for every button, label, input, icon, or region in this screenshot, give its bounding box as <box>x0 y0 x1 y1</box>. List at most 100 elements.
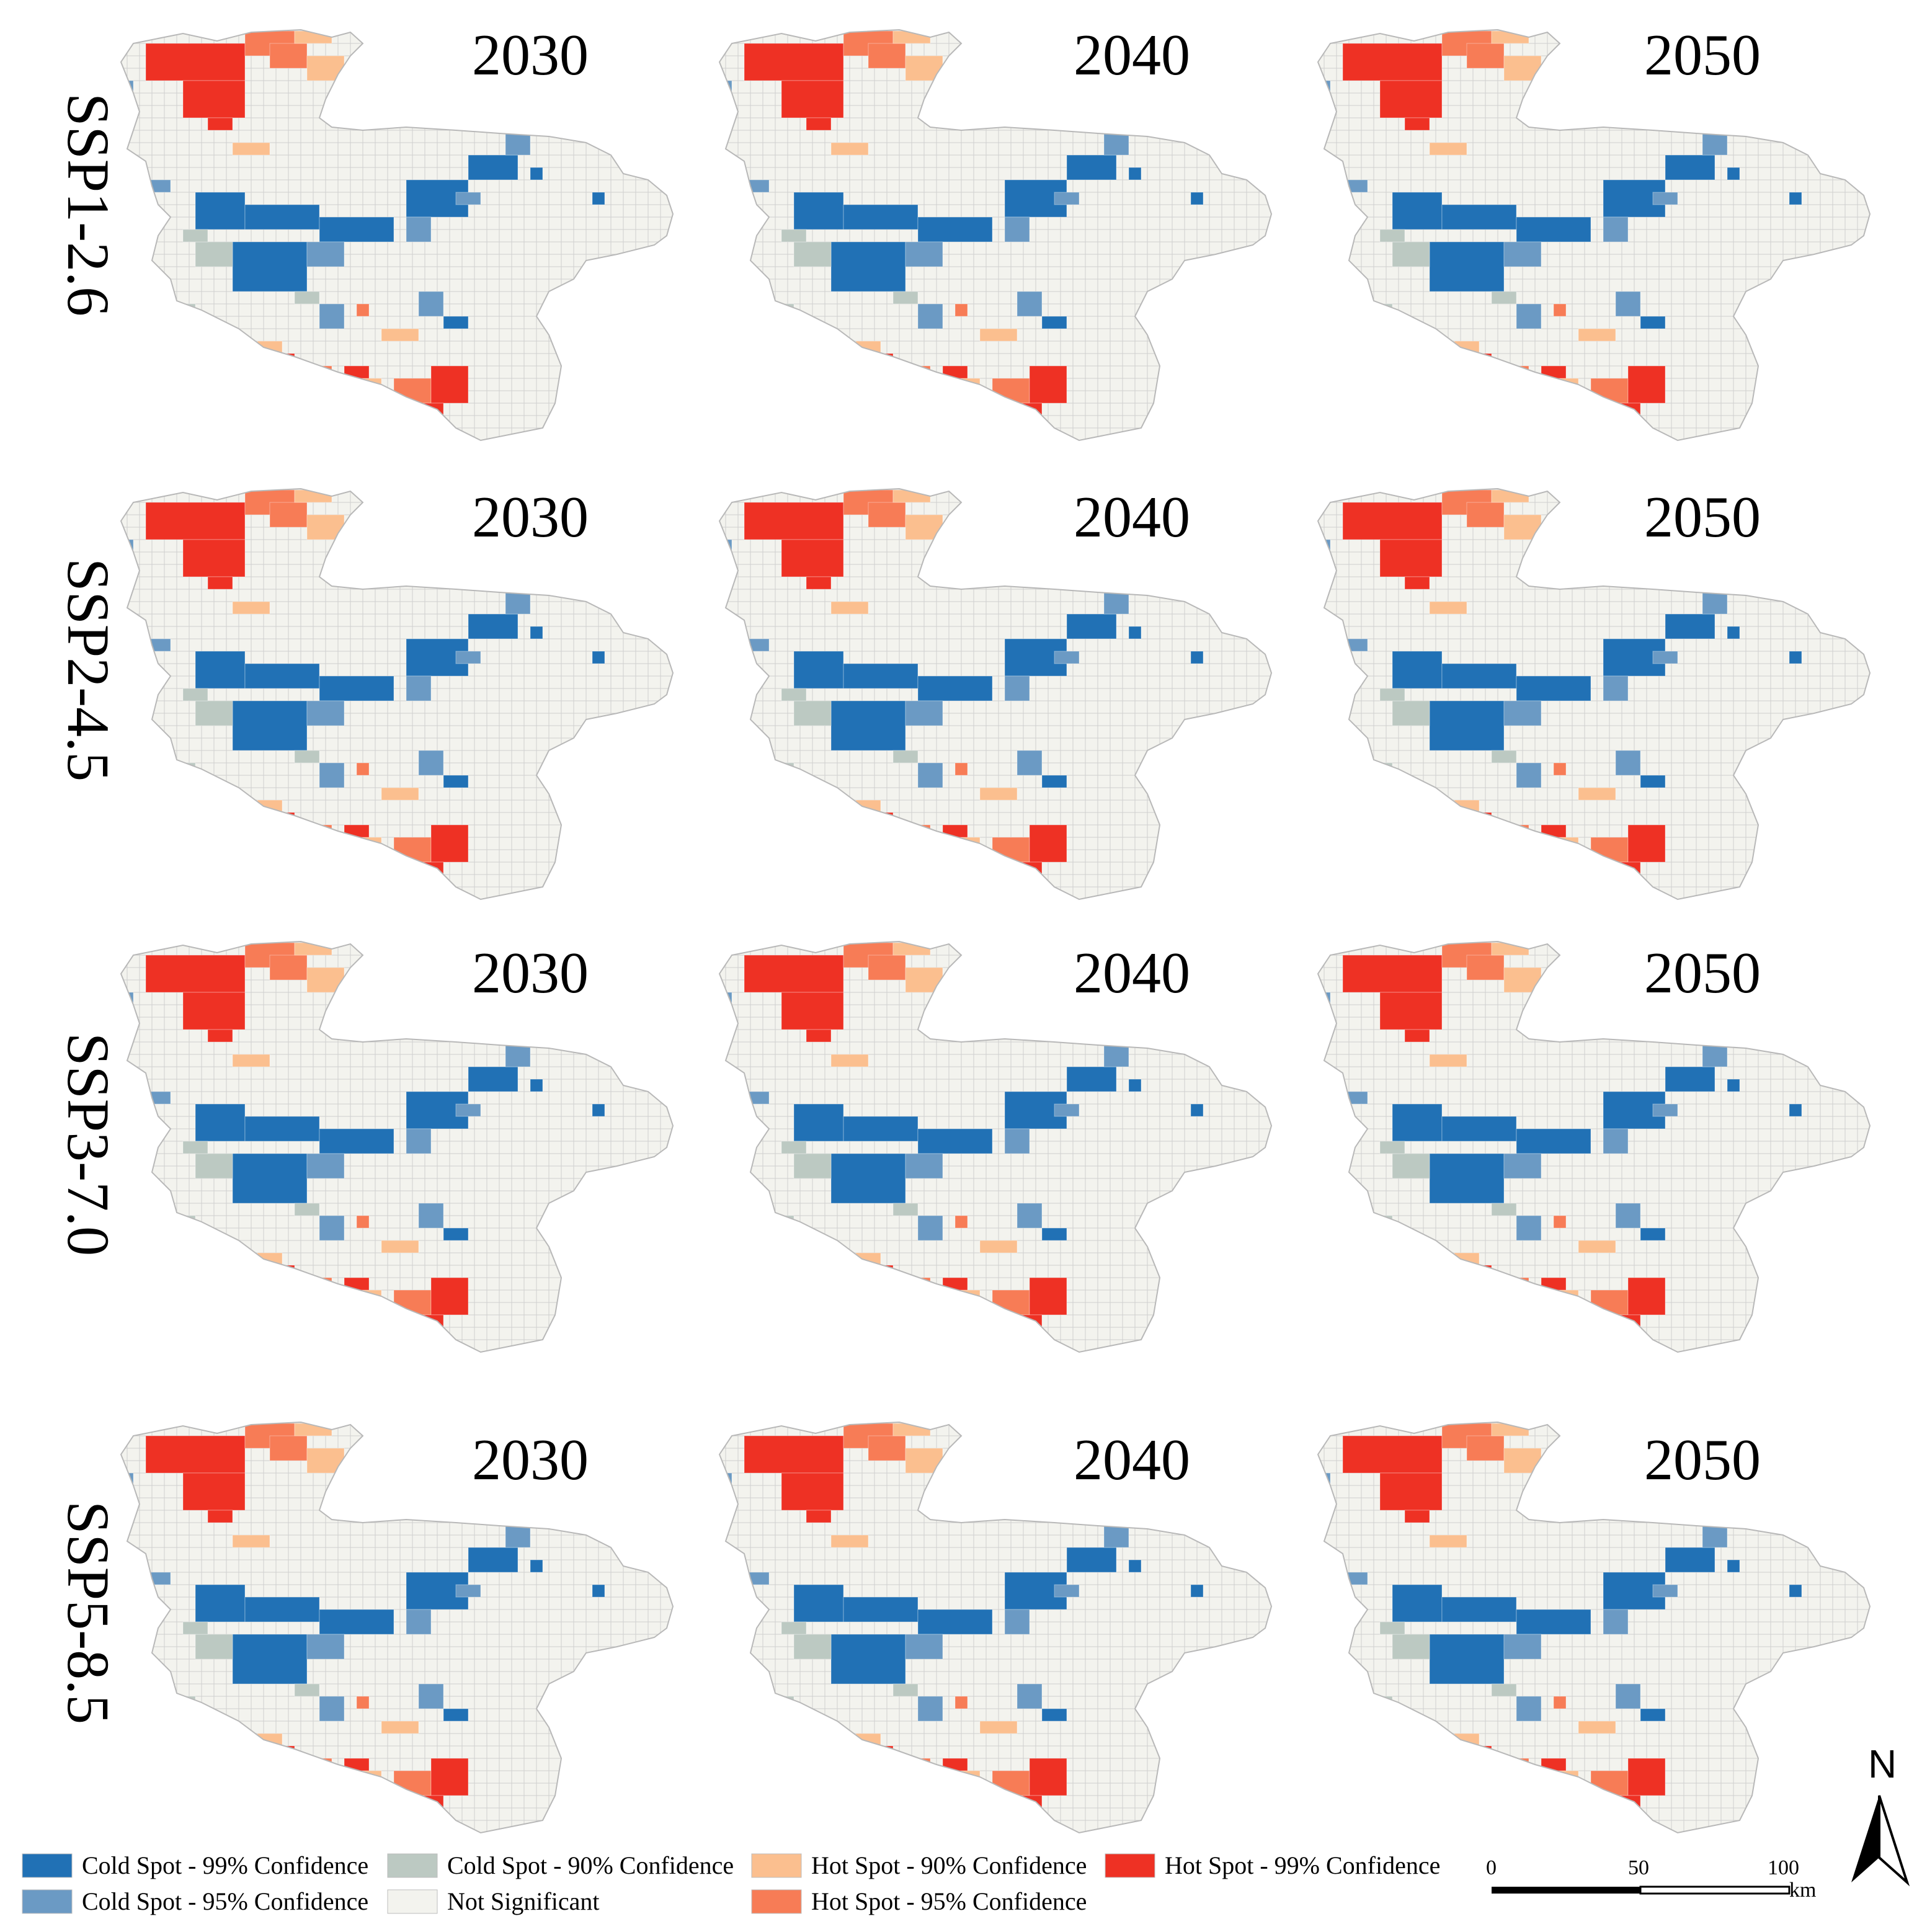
hotspot-cell <box>1541 1277 1567 1291</box>
hotspot-cell <box>1503 1153 1542 1179</box>
legend-label: Cold Spot - 95% Confidence <box>82 1887 368 1915</box>
hotspot-cell <box>1429 1153 1505 1204</box>
hotspot-cell <box>145 1435 246 1474</box>
hotspot-cell <box>781 539 844 577</box>
hotspot-cell <box>905 700 943 726</box>
hotspot-cell <box>232 1634 308 1685</box>
hotspot-cell <box>793 192 844 230</box>
hotspot-cell <box>744 43 844 81</box>
hotspot-cell <box>1355 1733 1368 1747</box>
hotspot-cell <box>306 1634 345 1660</box>
map-panel <box>1317 29 1871 442</box>
hotspot-cell <box>744 502 844 540</box>
hotspot-cell <box>1004 675 1030 701</box>
hotspot-cell <box>232 1265 295 1278</box>
hotspot-cell <box>443 775 469 788</box>
hotspot-cell <box>1342 502 1443 540</box>
hotspot-cell <box>306 55 345 81</box>
hotspot-cell <box>145 638 171 652</box>
hotspot-cell <box>1652 651 1678 664</box>
hotspot-cell <box>592 651 605 664</box>
hotspot-cell <box>145 955 246 993</box>
hotspot-cell <box>1041 316 1067 329</box>
hotspot-cell <box>195 241 233 267</box>
hotspot-cell <box>793 1153 832 1179</box>
hotspot-cell <box>917 1609 993 1635</box>
year-label: 2050 <box>1644 485 1761 550</box>
hotspot-cell <box>1392 1634 1430 1660</box>
hotspot-cell <box>1503 514 1542 540</box>
hotspot-cell <box>443 316 469 329</box>
hotspot-cell <box>294 1683 320 1697</box>
hotspot-cell <box>1404 117 1430 131</box>
hotspot-cell <box>1017 750 1043 776</box>
hotspot-cell <box>868 43 906 69</box>
hotspot-cell <box>182 1472 246 1511</box>
scale-unit: km <box>1789 1879 1816 1902</box>
hotspot-cell <box>1355 799 1368 813</box>
hotspot-cell <box>418 291 444 317</box>
hotspot-cell <box>1541 1758 1567 1771</box>
year-label: 2040 <box>1074 23 1190 87</box>
hotspot-cell <box>830 142 869 156</box>
hotspot-cell <box>232 1745 295 1759</box>
hotspot-cell <box>1379 1472 1443 1511</box>
hotspot-cell <box>1128 167 1142 180</box>
hotspot-cell <box>1615 750 1641 776</box>
hotspot-cell <box>744 638 770 652</box>
scale-tick-50: 50 <box>1628 1856 1649 1879</box>
hotspot-cell <box>530 626 543 639</box>
year-label: 2030 <box>472 23 589 87</box>
hotspot-cell <box>1429 1265 1492 1278</box>
hotspot-cell <box>269 955 308 981</box>
hotspot-cell <box>793 1103 844 1142</box>
hotspot-cell <box>1727 1559 1740 1573</box>
hotspot-cell <box>1652 1584 1678 1598</box>
hotspot-cell <box>1342 955 1443 993</box>
hotspot-cell <box>195 1103 246 1142</box>
hotspot-cell <box>418 750 444 776</box>
map-panel <box>120 940 674 1353</box>
scenario-label: SSP2-4.5 <box>55 558 122 781</box>
hotspot-cell <box>1379 688 1405 701</box>
year-label: 2040 <box>1074 1428 1190 1492</box>
hotspot-cell <box>455 1103 481 1117</box>
hotspot-cell <box>1516 1609 1591 1635</box>
hotspot-cell <box>1379 1141 1405 1154</box>
hotspot-cell <box>744 955 844 993</box>
hotspot-cell <box>356 1696 370 1709</box>
hotspot-cell <box>294 1203 320 1216</box>
hotspot-cell <box>1392 651 1443 689</box>
hotspot-cell <box>232 601 270 615</box>
hotspot-cell <box>195 1634 233 1660</box>
hotspot-cell <box>793 1252 844 1266</box>
hotspot-cell <box>781 992 844 1030</box>
hotspot-cell <box>1429 241 1505 292</box>
hotspot-cell <box>356 1215 370 1229</box>
north-arrow: N <box>1851 1742 1910 1887</box>
hotspot-cell <box>145 1091 171 1105</box>
hotspot-cell <box>1041 1227 1067 1241</box>
hotspot-cell <box>455 192 481 205</box>
hotspot-cell <box>744 1435 844 1474</box>
hotspot-cell <box>1429 812 1492 826</box>
hotspot-cell <box>1640 316 1666 329</box>
hotspot-cell <box>979 1721 1018 1734</box>
hotspot-cell <box>306 700 345 726</box>
hotspot-cell <box>1627 824 1666 863</box>
hotspot-cell <box>319 216 394 243</box>
hotspot-cell <box>942 1277 968 1291</box>
hotspot-cell <box>830 700 906 751</box>
hotspot-cell <box>1516 1696 1542 1722</box>
hotspot-cell <box>1379 1621 1405 1635</box>
legend-label: Hot Spot - 90% Confidence <box>811 1851 1087 1879</box>
hotspot-cell <box>1392 241 1430 267</box>
hotspot-cell <box>905 1448 943 1474</box>
hotspot-cell <box>1029 1758 1067 1796</box>
hotspot-cell <box>1640 1227 1666 1241</box>
map-panel <box>718 1421 1273 1834</box>
hotspot-cell <box>244 1596 320 1623</box>
hotspot-cell <box>294 291 320 305</box>
legend-swatch <box>751 1853 802 1878</box>
hotspot-cell <box>319 1128 394 1154</box>
